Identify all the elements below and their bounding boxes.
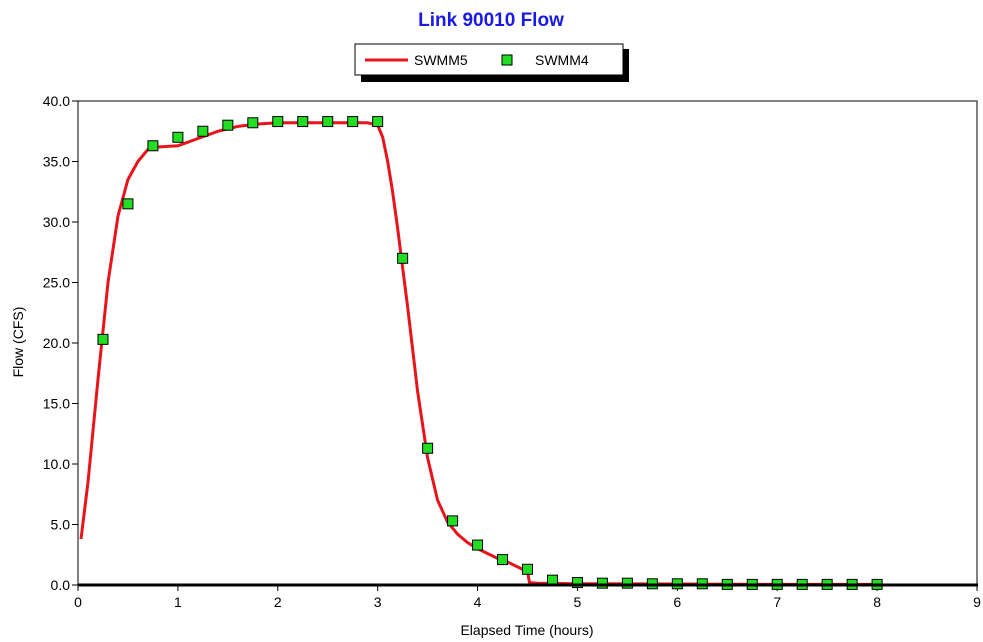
x-axis-label: Elapsed Time (hours) xyxy=(460,622,593,638)
swmm4-point xyxy=(372,116,384,128)
y-tick-label: 30.0 xyxy=(43,214,70,230)
y-tick-label: 25.0 xyxy=(43,275,70,291)
y-tick-label: 10.0 xyxy=(43,456,70,472)
legend-swmm5-label: SWMM5 xyxy=(414,52,468,68)
swmm4-point xyxy=(197,125,209,137)
swmm4-point xyxy=(596,577,608,589)
y-tick-label: 20.0 xyxy=(43,335,70,351)
plot-frame xyxy=(77,100,978,585)
x-tick-label: 8 xyxy=(873,594,881,610)
x-tick-label: 0 xyxy=(74,594,82,610)
swmm4-point xyxy=(297,116,309,128)
legend-swmm4-swatch xyxy=(501,54,513,66)
swmm4-point xyxy=(522,563,533,575)
swmm4-point xyxy=(397,252,409,264)
swmm4-point xyxy=(222,119,234,131)
legend-swmm4-label: SWMM4 xyxy=(535,52,589,68)
swmm4-point xyxy=(571,577,583,589)
swmm4-point xyxy=(472,539,484,551)
x-tick-label: 5 xyxy=(574,594,582,610)
swmm4-point xyxy=(322,116,334,128)
plot-series xyxy=(79,116,883,590)
x-tick-label: 9 xyxy=(973,594,981,610)
x-axis-ticks: 0 1 2 3 4 5 6 7 8 9 xyxy=(74,585,981,610)
y-tick-label: 0.0 xyxy=(51,577,71,593)
x-tick-label: 4 xyxy=(474,594,482,610)
swmm4-point xyxy=(172,131,184,143)
x-tick-label: 2 xyxy=(274,594,282,610)
y-axis-label: Flow (CFS) xyxy=(10,307,26,378)
swmm4-point xyxy=(447,515,459,527)
y-tick-label: 5.0 xyxy=(51,517,71,533)
y-tick-label: 40.0 xyxy=(43,93,70,109)
x-tick-label: 7 xyxy=(773,594,781,610)
swmm4-point xyxy=(247,117,259,129)
swmm4-point xyxy=(122,198,134,210)
y-tick-label: 15.0 xyxy=(43,396,70,412)
swmm4-point xyxy=(422,442,434,454)
swmm4-point xyxy=(147,140,159,152)
swmm4-point xyxy=(97,333,109,345)
swmm4-point xyxy=(621,577,633,589)
x-tick-label: 6 xyxy=(673,594,681,610)
x-tick-label: 3 xyxy=(374,594,382,610)
swmm5-line xyxy=(79,121,878,586)
chart-title: Link 90010 Flow xyxy=(418,10,564,31)
legend: SWMM5 SWMM4 xyxy=(354,43,629,82)
x-tick-label: 1 xyxy=(174,594,182,610)
swmm4-point xyxy=(347,116,359,128)
swmm4-point xyxy=(497,554,509,566)
y-axis-ticks: 0.0 5.0 10.0 15.0 20.0 25.0 30.0 35.0 40.0 xyxy=(43,93,78,593)
swmm4-point xyxy=(272,116,284,128)
y-tick-label: 35.0 xyxy=(43,154,70,170)
